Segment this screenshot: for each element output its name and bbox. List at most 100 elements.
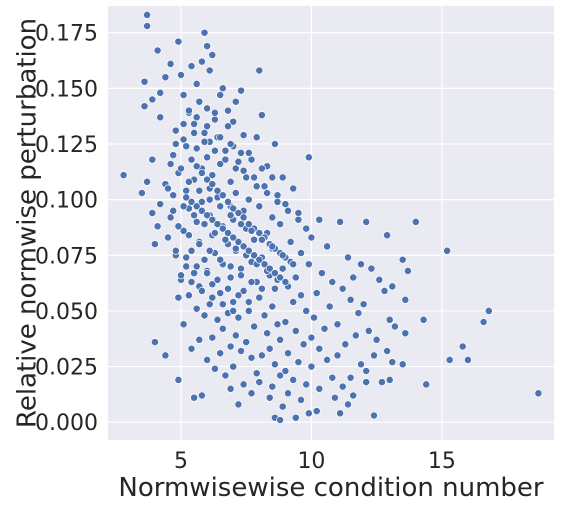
data-point <box>169 206 178 215</box>
data-point <box>265 344 274 353</box>
grid <box>108 6 554 440</box>
data-point <box>307 333 316 342</box>
data-point <box>302 380 311 389</box>
data-point <box>208 215 217 224</box>
data-point <box>231 97 240 106</box>
data-point <box>218 224 227 233</box>
data-point <box>192 144 201 153</box>
data-point <box>257 284 266 293</box>
data-point <box>317 269 326 278</box>
data-point <box>362 378 371 387</box>
data-point <box>166 213 175 222</box>
data-point <box>234 313 243 322</box>
data-point <box>197 286 206 295</box>
data-point <box>174 222 183 231</box>
data-point <box>187 344 196 353</box>
data-point <box>221 235 230 244</box>
data-point <box>260 311 269 320</box>
data-point <box>169 151 178 160</box>
y-axis-label: Relative normwise perturbation <box>13 18 43 428</box>
data-point <box>299 340 308 349</box>
data-point <box>218 324 227 333</box>
data-point <box>270 360 279 369</box>
x-tick-label: 5 <box>174 449 188 474</box>
data-point <box>156 113 165 122</box>
data-point <box>336 217 345 226</box>
data-point <box>310 313 318 322</box>
data-point <box>273 197 282 206</box>
data-point <box>247 155 256 164</box>
data-point <box>164 233 172 242</box>
data-point <box>268 242 277 251</box>
data-point <box>237 148 245 157</box>
data-point <box>370 351 378 360</box>
data-point <box>239 131 248 140</box>
data-point <box>367 264 376 273</box>
data-point <box>244 220 253 229</box>
data-point <box>203 42 212 51</box>
data-point <box>218 84 227 93</box>
y-tick-label: 0.000 <box>35 411 98 436</box>
data-point <box>239 380 248 389</box>
data-point <box>294 209 303 217</box>
data-point <box>351 331 360 340</box>
data-point <box>445 355 454 364</box>
data-point <box>281 367 290 375</box>
data-point <box>229 233 238 242</box>
data-point <box>357 260 365 269</box>
data-point <box>257 235 266 244</box>
data-point <box>190 211 199 220</box>
data-point <box>270 284 279 293</box>
data-point <box>171 140 180 148</box>
data-point <box>250 251 259 260</box>
data-point <box>304 260 313 269</box>
data-point <box>208 51 217 59</box>
data-point <box>284 206 292 215</box>
data-point <box>278 251 287 260</box>
data-point <box>182 186 191 195</box>
data-point <box>192 217 201 226</box>
data-point <box>226 262 235 271</box>
data-point <box>344 253 352 262</box>
data-point <box>484 306 493 315</box>
data-point <box>385 315 394 324</box>
data-point <box>328 373 337 382</box>
data-point <box>226 140 235 148</box>
y-tick-label: 0.025 <box>35 356 98 381</box>
x-tick-label: 10 <box>297 449 325 474</box>
data-point <box>210 229 219 237</box>
data-point <box>276 335 285 344</box>
data-point <box>179 320 188 329</box>
data-point <box>210 146 219 155</box>
data-point <box>187 197 196 206</box>
data-point <box>237 347 245 355</box>
data-point <box>289 260 298 269</box>
data-point <box>234 400 243 409</box>
data-point <box>234 157 243 166</box>
data-point <box>216 202 225 211</box>
data-point <box>203 211 212 220</box>
data-point <box>354 309 363 318</box>
y-tick-label: 0.050 <box>35 300 98 325</box>
data-point <box>270 140 279 148</box>
data-point <box>224 122 232 131</box>
data-point <box>174 375 183 384</box>
data-point <box>179 202 188 211</box>
data-point <box>174 37 183 46</box>
data-point <box>205 195 214 204</box>
data-point <box>195 186 204 195</box>
data-point <box>398 360 407 369</box>
data-point <box>179 226 188 235</box>
data-point <box>148 209 157 217</box>
data-point <box>177 164 185 173</box>
data-point <box>294 358 303 367</box>
data-point <box>226 273 235 282</box>
data-point <box>237 86 245 95</box>
data-point <box>182 193 191 202</box>
data-point <box>278 264 287 273</box>
data-point <box>289 375 298 384</box>
data-point <box>422 380 431 389</box>
data-point <box>247 226 256 235</box>
data-point <box>323 355 332 364</box>
